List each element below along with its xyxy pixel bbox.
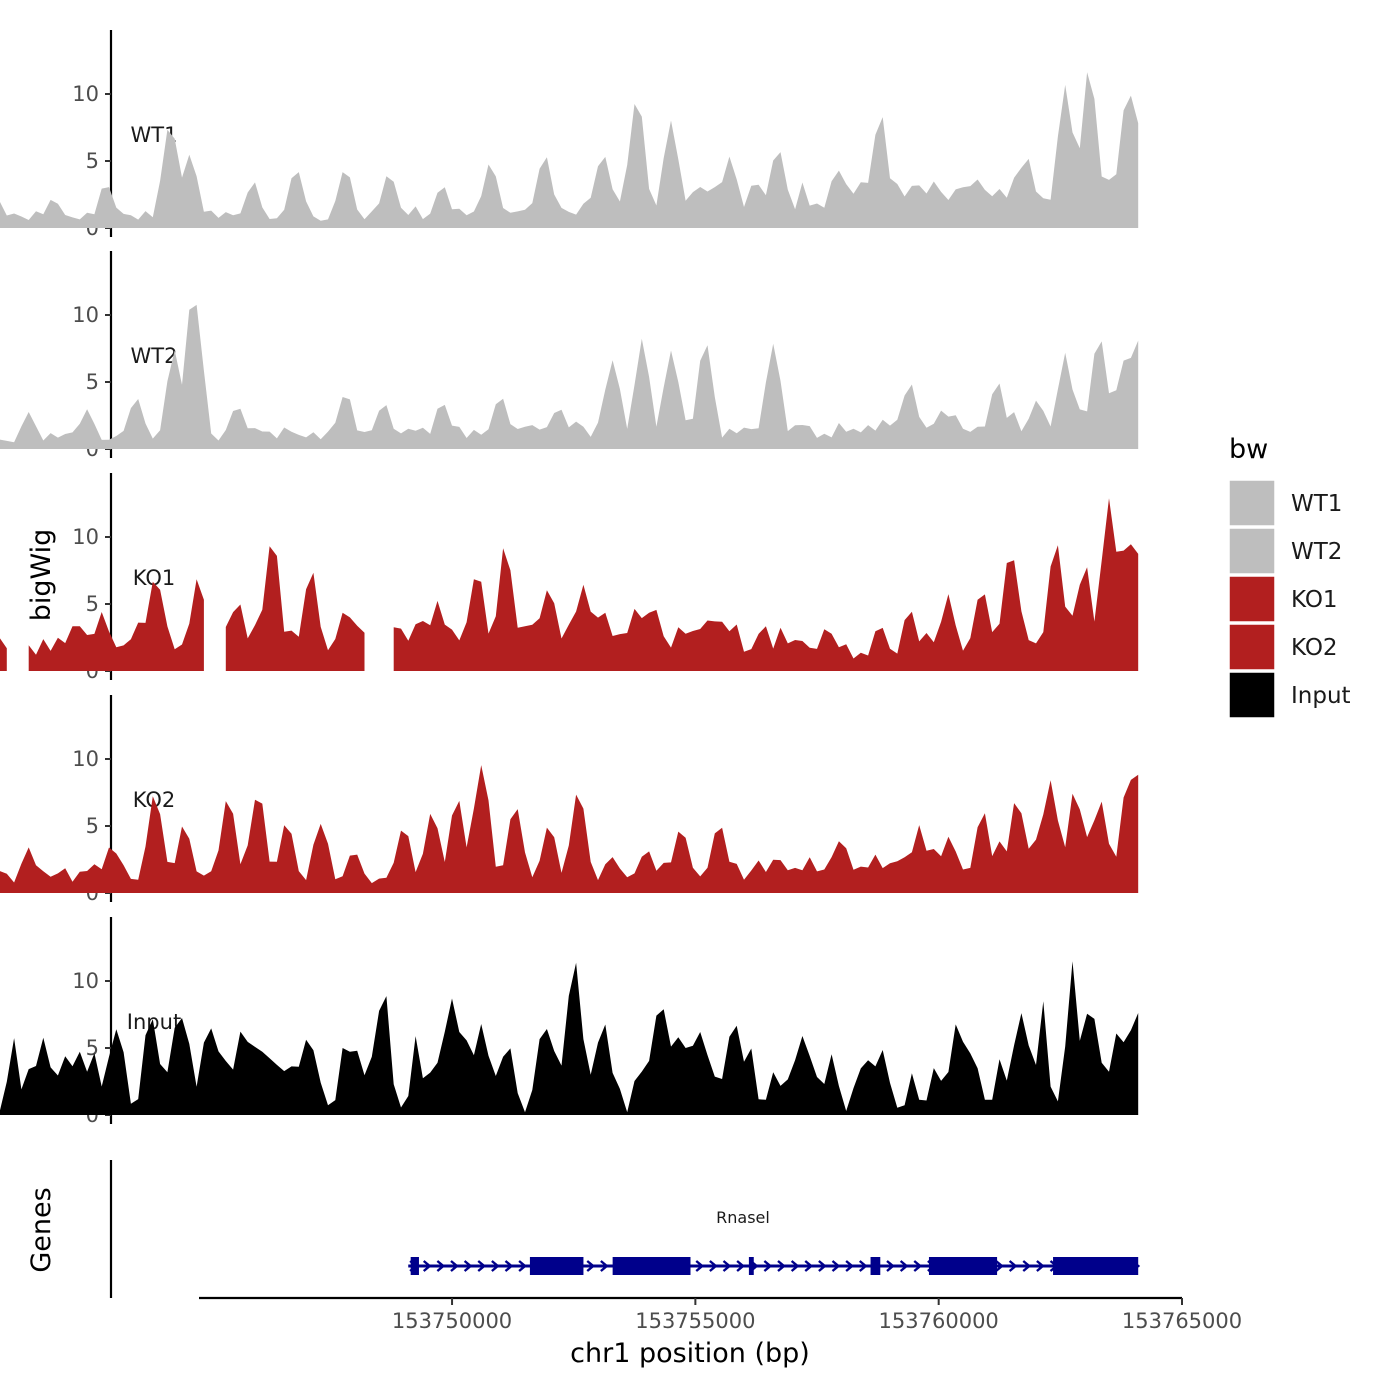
legend-key-ko2 (1228, 623, 1276, 671)
strand-arrow (790, 1260, 800, 1272)
strand-arrow (586, 1260, 596, 1272)
strand-arrow (763, 1260, 773, 1272)
strand-arrow (995, 1260, 1004, 1272)
strand-arrow (845, 1260, 854, 1272)
strand-arrow (913, 1260, 923, 1272)
strand-arrow (777, 1260, 786, 1272)
strand-arrow (504, 1260, 514, 1272)
x-tick-label: 153755000 (635, 1309, 755, 1333)
y-tick-label: 10 (72, 747, 99, 771)
strand-arrow (886, 1260, 895, 1272)
signal-area-wt1 (0, 72, 1139, 228)
exon (410, 1257, 419, 1275)
strand-arrow (899, 1260, 909, 1272)
strand-arrow (831, 1260, 841, 1272)
strand-arrow (858, 1260, 868, 1272)
legend-label: KO2 (1291, 635, 1338, 661)
x-tick-label: 153750000 (392, 1309, 512, 1333)
y-tick-label: 5 (86, 370, 99, 394)
strand-arrow (477, 1260, 487, 1272)
strand-arrow (491, 1260, 500, 1272)
legend-key-wt2 (1228, 527, 1276, 575)
strand-arrow (600, 1260, 609, 1272)
legend-label: Input (1291, 683, 1351, 709)
y-tick-label: 10 (72, 969, 99, 993)
exon (1053, 1257, 1139, 1275)
x-axis-ticks: 153750000 153755000 153760000 153765000 (392, 1298, 1242, 1333)
legend-label: KO1 (1291, 587, 1338, 613)
track-panels: 0510WT10510WT20510KO10510KO20510Input (0, 30, 1139, 1127)
legend-key-input (1228, 671, 1276, 719)
strand-arrow (722, 1260, 732, 1272)
legend: WT1 WT2 KO1 KO2 Input (1228, 479, 1351, 719)
y-tick-label: 5 (86, 1036, 99, 1060)
strand-arrow (518, 1260, 527, 1272)
strand-arrow (709, 1260, 718, 1272)
gene-model (408, 1257, 1141, 1275)
strand-arrow (422, 1260, 432, 1272)
strand-arrow (463, 1260, 473, 1272)
strand-arrow (1008, 1260, 1018, 1272)
legend-key-ko1 (1228, 575, 1276, 623)
strand-arrow (436, 1260, 446, 1272)
strand-arrow (818, 1260, 827, 1272)
y-tick-label: 10 (72, 303, 99, 327)
strand-arrow (450, 1260, 459, 1272)
x-tick-label: 153760000 (879, 1309, 999, 1333)
exon (529, 1257, 584, 1275)
strand-arrow (804, 1260, 814, 1272)
legend-label: WT2 (1291, 539, 1342, 565)
track-ko2: 0510KO2 (0, 695, 1139, 905)
signal-area-ko1 (0, 498, 1139, 671)
y-axis-title: bigWig (26, 529, 57, 622)
strand-arrow (736, 1260, 745, 1272)
exon (612, 1257, 691, 1275)
track-label: WT2 (131, 344, 178, 368)
signal-area-ko2 (0, 765, 1139, 893)
strand-arrow (695, 1260, 705, 1272)
strand-arrow (1036, 1260, 1045, 1272)
track-wt2: 0510WT2 (0, 251, 1139, 461)
legend-key-wt1 (1228, 479, 1276, 527)
exon (748, 1257, 754, 1275)
x-axis-title: chr1 position (bp) (570, 1338, 810, 1369)
legend-title: bw (1229, 434, 1268, 465)
y-tick-label: 10 (72, 82, 99, 106)
x-tick-label: 153765000 (1122, 1309, 1242, 1333)
genes-axis-title: Genes (26, 1187, 57, 1272)
signal-area-input (0, 961, 1139, 1115)
y-tick-label: 5 (86, 149, 99, 173)
y-tick-label: 5 (86, 814, 99, 838)
legend-label: WT1 (1291, 491, 1342, 517)
y-tick-label: 10 (72, 525, 99, 549)
signal-area-wt2 (0, 304, 1139, 449)
track-wt1: 0510WT1 (0, 30, 1139, 240)
strand-arrow (1022, 1260, 1032, 1272)
track-ko1: 0510KO1 (0, 473, 1139, 683)
exon (928, 1257, 998, 1275)
exon (870, 1257, 881, 1275)
gene-name-label: Rnasel (716, 1208, 770, 1227)
y-tick-label: 5 (86, 592, 99, 616)
